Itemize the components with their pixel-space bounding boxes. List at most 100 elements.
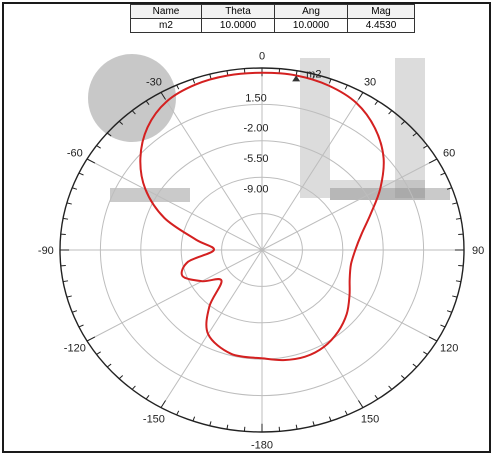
tick-mark <box>423 145 428 149</box>
tick-mark <box>428 158 438 164</box>
tick-mark <box>446 310 452 313</box>
series-trace <box>139 71 385 362</box>
grid-spoke <box>160 92 263 251</box>
tick-mark <box>455 280 462 283</box>
tick-mark <box>423 351 428 355</box>
tick-mark <box>344 410 348 416</box>
tick-mark <box>358 400 364 408</box>
tick-mark <box>400 375 406 380</box>
tick-mark <box>131 110 136 115</box>
watermark-bar <box>110 188 190 202</box>
tick-mark <box>86 336 96 342</box>
tick-mark <box>295 70 298 76</box>
tick-mark <box>295 424 298 430</box>
grid-spoke <box>261 92 364 251</box>
grid-spoke <box>261 249 364 408</box>
tick-mark <box>388 110 393 115</box>
outer-ticks <box>60 68 464 432</box>
tick-mark <box>328 416 332 422</box>
tick-mark <box>312 74 315 79</box>
cell-ang: 10.0000 <box>274 18 348 33</box>
tick-mark <box>176 84 180 90</box>
tick-mark <box>160 92 166 100</box>
watermark-bar <box>395 58 425 198</box>
tick-mark <box>374 100 379 105</box>
tick-mark <box>78 324 84 328</box>
grid-spoke <box>261 158 438 251</box>
tick-mark <box>412 363 418 368</box>
radial-labels: 1.50 -2.00 -5.50 -9.00 <box>243 92 268 195</box>
tick-mark <box>145 395 150 400</box>
tick-mark <box>72 187 78 190</box>
tick-mark <box>328 78 332 84</box>
tick-mark <box>118 120 124 125</box>
tick-mark <box>96 145 101 149</box>
angle-label: 30 <box>364 76 376 88</box>
tick-mark <box>145 100 150 105</box>
chart-frame <box>2 2 491 453</box>
tick-mark <box>176 410 180 416</box>
marker-table: Name Theta Ang Mag m2 10.0000 10.0000 4.… <box>130 4 415 33</box>
cell-theta: 10.0000 <box>201 18 275 33</box>
tick-mark <box>446 187 452 190</box>
tick-mark <box>160 400 166 408</box>
cell-name: m2 <box>130 18 202 33</box>
tick-mark <box>412 132 418 137</box>
tick-mark <box>66 202 72 205</box>
tick-mark <box>209 421 212 426</box>
watermark-bar <box>300 58 330 198</box>
angle-label: -30 <box>146 76 162 88</box>
angle-label: -60 <box>67 148 83 160</box>
tick-mark <box>118 375 124 380</box>
angle-labels: 0 30 60 90 120 150 -180 -150 -120 -90 -60 -30 <box>38 50 484 451</box>
tick-mark <box>62 280 69 283</box>
header-theta: Theta <box>201 4 275 19</box>
table-row: m2 10.0000 10.0000 4.4530 <box>130 18 415 33</box>
grid-spoke <box>86 158 263 251</box>
tick-mark <box>440 172 446 176</box>
angle-label: -90 <box>38 245 54 257</box>
tick-mark <box>66 295 72 298</box>
tick-mark <box>96 351 101 355</box>
header-mag: Mag <box>347 4 415 19</box>
marker-m2: m2 <box>292 68 321 82</box>
angle-label: -120 <box>64 342 86 354</box>
watermark-bar <box>330 188 450 200</box>
radial-label: -9.00 <box>243 183 268 195</box>
header-name: Name <box>130 4 202 19</box>
tick-mark <box>440 324 446 328</box>
tick-mark <box>374 395 379 400</box>
tick-mark <box>344 84 348 90</box>
tick-mark <box>400 120 406 125</box>
tick-mark <box>72 310 78 313</box>
watermark-circle <box>88 54 176 142</box>
angle-label: -180 <box>251 440 273 452</box>
tick-mark <box>131 385 136 390</box>
angle-label: 120 <box>440 342 458 354</box>
tick-mark <box>455 217 462 220</box>
tick-mark <box>358 92 364 100</box>
angle-label: 60 <box>443 148 455 160</box>
angle-label: -150 <box>143 414 165 426</box>
tick-mark <box>192 416 196 422</box>
tick-mark <box>106 132 112 137</box>
cell-mag: 4.4530 <box>347 18 415 33</box>
angle-label: 90 <box>472 245 484 257</box>
grid-spoke <box>86 249 263 342</box>
radial-label: -5.50 <box>243 153 268 165</box>
angle-label: 150 <box>361 414 379 426</box>
tick-mark <box>226 70 229 76</box>
marker-label: m2 <box>306 68 321 80</box>
marker-triangle <box>292 75 301 82</box>
tick-mark <box>209 74 212 79</box>
tick-mark <box>312 421 315 426</box>
tick-mark <box>226 424 229 430</box>
tick-mark <box>452 295 458 298</box>
tick-mark <box>62 217 69 220</box>
angle-label: 0 <box>259 50 265 62</box>
tick-mark <box>428 336 438 342</box>
grid-spoke <box>160 249 263 408</box>
tick-mark <box>78 172 84 176</box>
tick-mark <box>452 202 458 205</box>
